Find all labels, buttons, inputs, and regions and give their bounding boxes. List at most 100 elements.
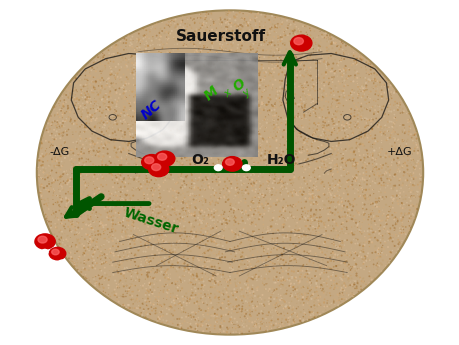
Point (120, 180, 127, 186)
Point (175, 75, 182, 81)
Point (82, 105, 90, 110)
Point (127, 175, 134, 180)
Point (322, 196, 330, 201)
Point (392, 175, 400, 181)
Point (148, 102, 156, 107)
Point (173, 286, 180, 291)
Point (157, 79, 164, 85)
Point (184, 256, 191, 262)
Point (285, 300, 292, 306)
Point (291, 119, 298, 124)
Point (116, 113, 123, 119)
Point (221, 277, 228, 283)
Point (128, 289, 135, 294)
Point (224, 197, 231, 203)
Point (348, 47, 355, 52)
Point (290, 19, 297, 24)
Point (185, 230, 192, 236)
Point (133, 265, 140, 270)
Point (51, 122, 58, 127)
Point (291, 227, 298, 233)
Point (366, 235, 374, 240)
Point (408, 183, 415, 189)
Point (159, 224, 166, 229)
Point (175, 176, 182, 181)
Point (140, 137, 147, 142)
Point (246, 307, 253, 313)
Point (181, 265, 188, 270)
Point (188, 178, 196, 184)
Point (188, 150, 195, 156)
Point (47, 175, 54, 181)
Point (405, 215, 412, 221)
Point (286, 116, 293, 122)
Point (183, 298, 190, 304)
Point (274, 48, 282, 53)
Point (343, 169, 351, 174)
Point (303, 285, 311, 291)
Point (129, 38, 136, 43)
Point (195, 240, 202, 245)
Point (314, 225, 321, 230)
Point (321, 253, 329, 258)
Circle shape (26, 240, 34, 247)
Point (409, 203, 416, 209)
Point (374, 181, 381, 187)
Point (161, 268, 168, 274)
Point (100, 260, 107, 266)
Point (120, 196, 127, 202)
Point (106, 274, 113, 279)
Point (243, 146, 250, 152)
Point (192, 274, 199, 279)
Point (174, 84, 181, 89)
Point (307, 112, 314, 118)
Point (154, 225, 161, 231)
Point (187, 223, 195, 229)
Point (278, 252, 285, 257)
Point (249, 82, 256, 88)
Point (207, 40, 214, 46)
Point (132, 270, 140, 276)
Point (155, 36, 162, 41)
Point (324, 259, 331, 265)
Point (176, 288, 184, 294)
Point (315, 47, 323, 53)
Point (339, 90, 347, 96)
Point (392, 100, 400, 106)
Point (80, 151, 88, 156)
Point (305, 92, 312, 98)
Point (391, 146, 398, 151)
Point (355, 171, 363, 177)
Point (292, 313, 300, 318)
Point (403, 118, 411, 123)
Point (391, 232, 398, 237)
Point (198, 275, 206, 280)
Point (255, 71, 263, 77)
Point (331, 68, 338, 73)
Point (40, 184, 48, 189)
Point (141, 149, 149, 154)
Point (142, 239, 149, 245)
Point (120, 107, 127, 113)
Point (254, 129, 261, 134)
Point (380, 82, 387, 87)
Point (237, 199, 244, 205)
Point (359, 90, 367, 95)
Point (276, 137, 284, 142)
Point (88, 118, 95, 123)
Point (331, 108, 338, 114)
Point (322, 36, 330, 41)
Point (307, 73, 314, 78)
Point (224, 84, 231, 89)
Point (97, 221, 104, 226)
Point (110, 148, 118, 154)
Point (367, 275, 374, 280)
Point (262, 203, 269, 208)
Point (125, 218, 132, 224)
Point (250, 127, 257, 133)
Point (240, 137, 247, 142)
Point (187, 293, 195, 298)
Point (169, 161, 176, 167)
Point (204, 103, 211, 109)
Point (318, 32, 325, 37)
